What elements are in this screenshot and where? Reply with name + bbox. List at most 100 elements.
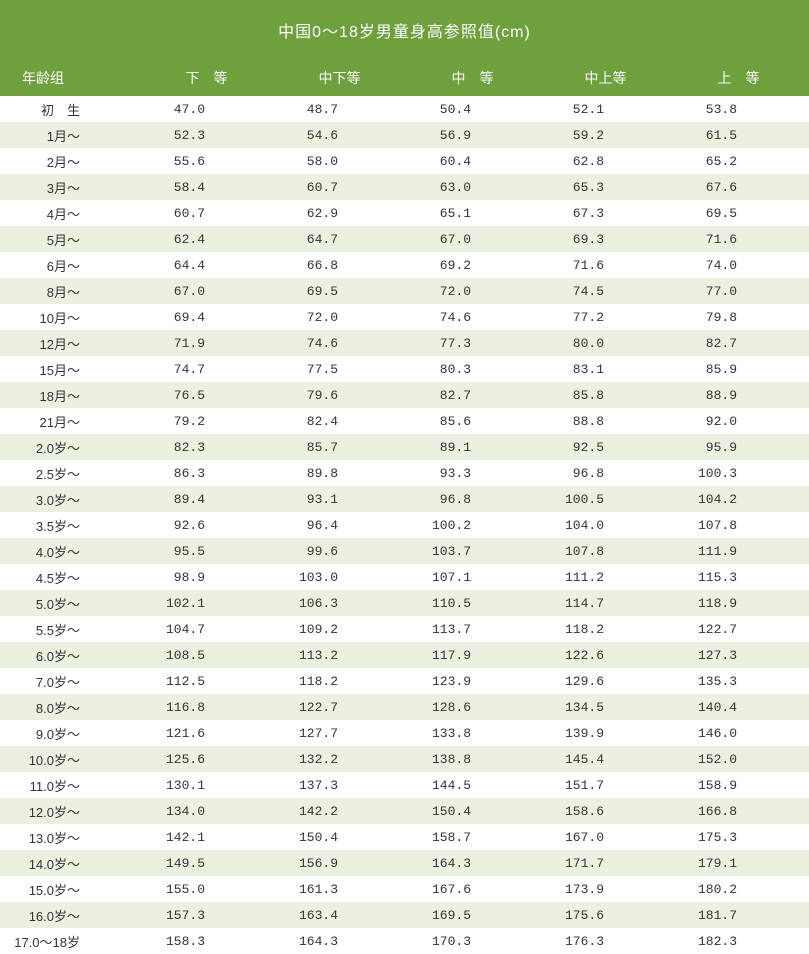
- cell-value: 72.0: [406, 284, 539, 299]
- cell-value: 110.5: [406, 596, 539, 611]
- cell-value: 104.0: [539, 518, 672, 533]
- cell-value: 79.6: [273, 388, 406, 403]
- cell-value: 89.4: [140, 492, 273, 507]
- cell-age: 7.0岁～: [0, 672, 140, 691]
- height-table: 中国0～18岁男童身高参照值(cm) 年龄组 下 等 中下等 中 等 中上等 上…: [0, 0, 809, 954]
- cell-value: 85.6: [406, 414, 539, 429]
- col-header-mid: 中 等: [406, 68, 539, 88]
- table-row: 12月～ 71.9 74.6 77.3 80.0 82.7: [0, 330, 809, 356]
- cell-value: 132.2: [273, 752, 406, 767]
- cell-value: 62.4: [140, 232, 273, 247]
- cell-value: 158.3: [140, 934, 273, 949]
- cell-age: 15月～: [0, 360, 140, 379]
- cell-value: 181.7: [672, 908, 805, 923]
- col-header-age: 年龄组: [0, 68, 140, 88]
- table-row: 17.0～18岁158.3164.3170.3176.3182.3: [0, 928, 809, 954]
- cell-value: 77.2: [539, 310, 672, 325]
- cell-value: 122.7: [273, 700, 406, 715]
- cell-age: 10月～: [0, 308, 140, 327]
- cell-age: 6月～: [0, 256, 140, 275]
- cell-value: 134.0: [140, 804, 273, 819]
- cell-value: 64.7: [273, 232, 406, 247]
- cell-value: 74.6: [406, 310, 539, 325]
- cell-age: 9.0岁～: [0, 724, 140, 743]
- table-row: 10.0岁～125.6132.2138.8145.4152.0: [0, 746, 809, 772]
- cell-value: 66.8: [273, 258, 406, 273]
- cell-age: 5.5岁～: [0, 620, 140, 639]
- cell-value: 67.0: [140, 284, 273, 299]
- cell-value: 65.3: [539, 180, 672, 195]
- table-row: 6月～ 64.4 66.8 69.2 71.6 74.0: [0, 252, 809, 278]
- cell-value: 179.1: [672, 856, 805, 871]
- cell-age: 6.0岁～: [0, 646, 140, 665]
- table-row: 6.0岁～108.5113.2117.9122.6127.3: [0, 642, 809, 668]
- cell-value: 48.7: [273, 102, 406, 117]
- cell-value: 180.2: [672, 882, 805, 897]
- cell-value: 62.9: [273, 206, 406, 221]
- cell-age: 5月～: [0, 230, 140, 249]
- cell-value: 171.7: [539, 856, 672, 871]
- cell-value: 114.7: [539, 596, 672, 611]
- cell-value: 107.8: [539, 544, 672, 559]
- cell-value: 69.4: [140, 310, 273, 325]
- table-row: 9.0岁～121.6127.7133.8139.9146.0: [0, 720, 809, 746]
- table-row: 5.0岁～102.1106.3110.5114.7118.9: [0, 590, 809, 616]
- cell-value: 111.9: [672, 544, 805, 559]
- cell-value: 117.9: [406, 648, 539, 663]
- cell-value: 96.4: [273, 518, 406, 533]
- cell-value: 69.5: [273, 284, 406, 299]
- table-row: 2.5岁～ 86.3 89.8 93.3 96.8100.3: [0, 460, 809, 486]
- cell-value: 113.7: [406, 622, 539, 637]
- cell-value: 92.0: [672, 414, 805, 429]
- cell-value: 106.3: [273, 596, 406, 611]
- cell-value: 71.6: [539, 258, 672, 273]
- cell-value: 135.3: [672, 674, 805, 689]
- cell-age: 5.0岁～: [0, 594, 140, 613]
- table-title: 中国0～18岁男童身高参照值(cm): [0, 0, 809, 60]
- cell-age: 2月～: [0, 152, 140, 171]
- cell-value: 92.6: [140, 518, 273, 533]
- table-row: 1月～ 52.3 54.6 56.9 59.2 61.5: [0, 122, 809, 148]
- cell-age: 2.0岁～: [0, 438, 140, 457]
- table-row: 16.0岁～157.3163.4169.5175.6181.7: [0, 902, 809, 928]
- col-header-low-mid: 中下等: [273, 68, 406, 88]
- cell-value: 152.0: [672, 752, 805, 767]
- cell-value: 67.0: [406, 232, 539, 247]
- cell-value: 92.5: [539, 440, 672, 455]
- cell-value: 118.9: [672, 596, 805, 611]
- cell-value: 118.2: [273, 674, 406, 689]
- cell-value: 65.1: [406, 206, 539, 221]
- cell-age: 12月～: [0, 334, 140, 353]
- cell-value: 111.2: [539, 570, 672, 585]
- cell-value: 128.6: [406, 700, 539, 715]
- cell-value: 74.5: [539, 284, 672, 299]
- table-row: 3月～ 58.4 60.7 63.0 65.3 67.6: [0, 174, 809, 200]
- cell-value: 82.7: [406, 388, 539, 403]
- cell-value: 82.7: [672, 336, 805, 351]
- cell-value: 161.3: [273, 882, 406, 897]
- cell-value: 77.5: [273, 362, 406, 377]
- cell-value: 100.2: [406, 518, 539, 533]
- cell-value: 108.5: [140, 648, 273, 663]
- cell-value: 88.8: [539, 414, 672, 429]
- cell-value: 175.3: [672, 830, 805, 845]
- cell-value: 129.6: [539, 674, 672, 689]
- cell-value: 95.5: [140, 544, 273, 559]
- cell-value: 82.4: [273, 414, 406, 429]
- cell-value: 77.0: [672, 284, 805, 299]
- cell-value: 127.3: [672, 648, 805, 663]
- cell-value: 115.3: [672, 570, 805, 585]
- cell-value: 156.9: [273, 856, 406, 871]
- cell-value: 149.5: [140, 856, 273, 871]
- table-row: 5.5岁～104.7109.2113.7118.2122.7: [0, 616, 809, 642]
- cell-value: 60.7: [273, 180, 406, 195]
- table-row: 18月～ 76.5 79.6 82.7 85.8 88.9: [0, 382, 809, 408]
- cell-value: 164.3: [273, 934, 406, 949]
- cell-value: 56.9: [406, 128, 539, 143]
- cell-value: 144.5: [406, 778, 539, 793]
- cell-value: 47.0: [140, 102, 273, 117]
- cell-age: 11.0岁～: [0, 776, 140, 795]
- cell-value: 80.3: [406, 362, 539, 377]
- table-row: 15.0岁～155.0161.3167.6173.9180.2: [0, 876, 809, 902]
- cell-value: 133.8: [406, 726, 539, 741]
